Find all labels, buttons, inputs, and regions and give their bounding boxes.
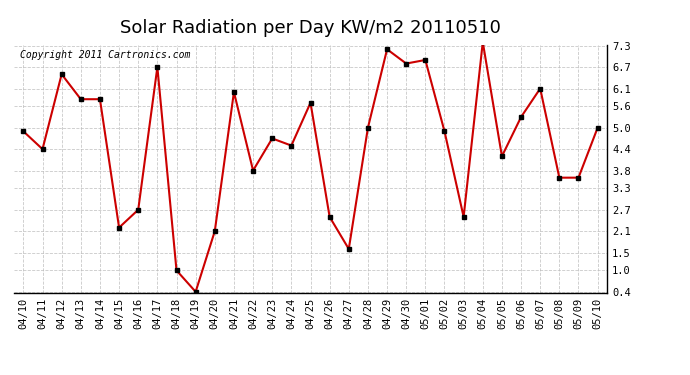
Text: Solar Radiation per Day KW/m2 20110510: Solar Radiation per Day KW/m2 20110510 xyxy=(120,19,501,37)
Text: Copyright 2011 Cartronics.com: Copyright 2011 Cartronics.com xyxy=(20,50,190,60)
